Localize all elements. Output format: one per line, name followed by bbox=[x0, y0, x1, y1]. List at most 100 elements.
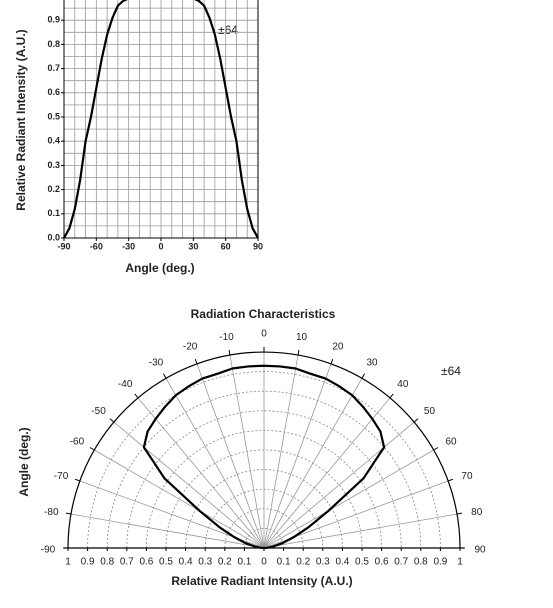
grid-line bbox=[263, 513, 458, 549]
r-tick-label: 0.8 bbox=[414, 557, 428, 568]
r-tick-label: 0.5 bbox=[355, 557, 369, 568]
theta-tick-label: 10 bbox=[296, 332, 308, 343]
r-tick-label: 0.7 bbox=[394, 557, 408, 568]
curve bbox=[63, 0, 259, 239]
grid-line bbox=[263, 421, 415, 549]
theta-tick bbox=[89, 447, 95, 451]
r-tick-label: 0.9 bbox=[81, 557, 95, 568]
theta-tick bbox=[389, 393, 394, 399]
grid-ring bbox=[185, 469, 343, 549]
theta-tick-label: 0 bbox=[261, 329, 267, 340]
theta-tick bbox=[134, 393, 139, 399]
r-tick-label: 0.2 bbox=[218, 557, 232, 568]
theta-tick-label: -50 bbox=[91, 406, 106, 417]
theta-tick-label: -80 bbox=[44, 507, 59, 518]
grid-ring bbox=[204, 488, 324, 549]
theta-tick bbox=[194, 358, 198, 364]
grid-line bbox=[263, 354, 299, 549]
y-tick-label: 0.8 bbox=[47, 39, 60, 49]
theta-tick bbox=[448, 478, 454, 482]
theta-tick-label: 50 bbox=[424, 406, 436, 417]
theta-tick bbox=[433, 447, 439, 451]
grid-ring bbox=[146, 430, 382, 549]
grid-ring bbox=[67, 351, 461, 549]
theta-tick-label: 40 bbox=[397, 379, 409, 390]
r-tick-label: 0.6 bbox=[139, 557, 153, 568]
theta-tick bbox=[109, 418, 115, 423]
theta-tick bbox=[456, 512, 463, 515]
theta-tick-label: -10 bbox=[219, 332, 234, 343]
y-tick-label: 0.9 bbox=[47, 15, 60, 25]
theta-tick bbox=[163, 373, 167, 379]
theta-tick-label: 80 bbox=[471, 507, 483, 518]
y-axis-label: Relative Radiant Intensity (A.U.) bbox=[14, 29, 28, 210]
theta-tick-label: 20 bbox=[332, 342, 344, 353]
x-tick-label: 60 bbox=[221, 241, 231, 251]
r-tick-label: 0.8 bbox=[100, 557, 114, 568]
theta-tick-label: -90 bbox=[41, 545, 56, 556]
r-tick-label: 1 bbox=[457, 557, 463, 568]
y-tick-label: 0.3 bbox=[47, 160, 60, 170]
y-tick-label: 0.7 bbox=[47, 63, 60, 73]
r-tick-label: 0.4 bbox=[179, 557, 193, 568]
grid-line bbox=[196, 363, 265, 549]
theta-tick-label: 70 bbox=[461, 471, 473, 482]
grid-ring bbox=[87, 371, 441, 549]
theta-tick bbox=[297, 349, 300, 356]
grid-line bbox=[94, 449, 265, 549]
annotation: ±64 bbox=[218, 23, 238, 37]
theta-tick bbox=[65, 512, 72, 515]
y-tick-label: 0.6 bbox=[47, 87, 60, 97]
theta-tick-label: -40 bbox=[118, 379, 133, 390]
x-axis-label: Angle (deg.) bbox=[125, 261, 194, 275]
r-tick-label: 0.5 bbox=[159, 557, 173, 568]
theta-tick bbox=[413, 418, 419, 423]
annotation: ±64 bbox=[441, 364, 461, 378]
x-tick-label: -30 bbox=[122, 241, 135, 251]
curve bbox=[142, 364, 386, 550]
x-axis-label: Relative Radiant Intensity (A.U.) bbox=[171, 574, 352, 588]
r-tick-label: 0 bbox=[261, 557, 267, 568]
theta-tick-label: -60 bbox=[70, 437, 85, 448]
grid-line bbox=[263, 363, 332, 549]
y-tick-label: 0.0 bbox=[47, 232, 60, 242]
theta-tick bbox=[361, 373, 365, 379]
grid-ring bbox=[106, 390, 422, 549]
theta-tick-label: -70 bbox=[54, 471, 69, 482]
theta-tick-label: -20 bbox=[183, 342, 198, 353]
r-tick-label: 0.7 bbox=[120, 557, 134, 568]
r-tick-label: 1 bbox=[65, 557, 71, 568]
y-tick-label: 0.4 bbox=[47, 136, 60, 146]
y-axis-label: Angle (deg.) bbox=[17, 427, 31, 496]
grid-ring bbox=[165, 449, 363, 549]
r-tick-label: 0.9 bbox=[433, 557, 447, 568]
grid-ring bbox=[126, 410, 402, 549]
x-tick-label: 0 bbox=[158, 241, 163, 251]
theta-tick-label: -30 bbox=[149, 358, 164, 369]
grid-line bbox=[263, 397, 391, 549]
y-tick-label: 0.2 bbox=[47, 184, 60, 194]
x-tick-label: 90 bbox=[253, 241, 263, 251]
r-tick-label: 0.3 bbox=[198, 557, 212, 568]
r-tick-label: 0.2 bbox=[296, 557, 310, 568]
theta-tick bbox=[330, 358, 334, 364]
theta-tick bbox=[228, 349, 231, 356]
r-tick-label: 0.1 bbox=[237, 557, 251, 568]
grid-ring bbox=[224, 508, 304, 549]
r-tick-label: 0.1 bbox=[277, 557, 291, 568]
r-tick-label: 0.6 bbox=[375, 557, 389, 568]
r-tick-label: 0.3 bbox=[316, 557, 330, 568]
x-tick-label: 30 bbox=[188, 241, 198, 251]
grid-line bbox=[165, 378, 265, 549]
x-tick-label: -60 bbox=[90, 241, 103, 251]
theta-tick bbox=[74, 478, 80, 482]
r-tick-label: 0.4 bbox=[335, 557, 349, 568]
x-tick-label: -90 bbox=[57, 241, 70, 251]
y-tick-label: 0.5 bbox=[47, 111, 60, 121]
theta-tick-label: 60 bbox=[445, 437, 457, 448]
grid-ring bbox=[244, 528, 284, 549]
y-tick-label: 0.1 bbox=[47, 208, 60, 218]
chart-title: Radiation Characteristics bbox=[191, 307, 336, 321]
